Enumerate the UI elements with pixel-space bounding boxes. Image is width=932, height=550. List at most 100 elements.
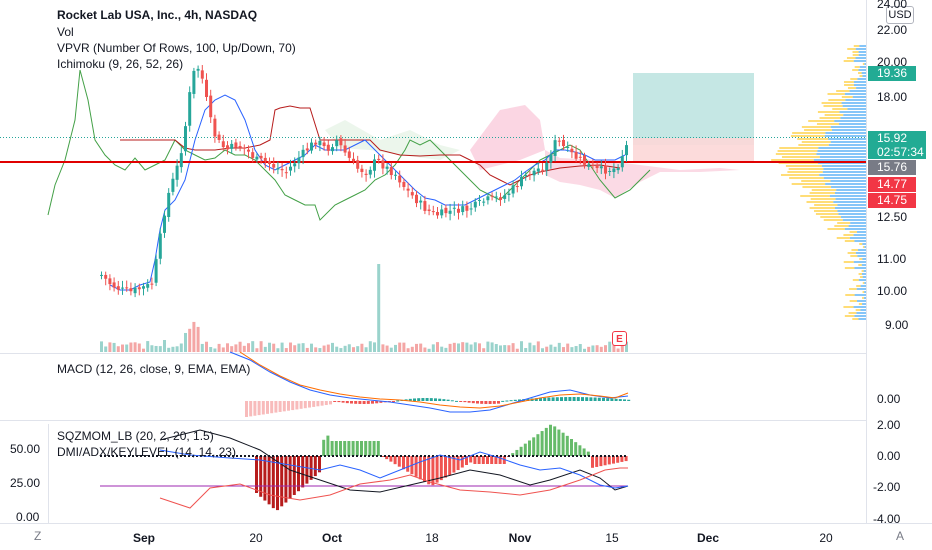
volume-bar xyxy=(389,347,393,352)
candle xyxy=(587,164,591,167)
vpvr-down-bar xyxy=(801,126,831,128)
candle xyxy=(150,283,154,285)
dmi-legend[interactable]: DMI/ADX/KEYLEVEL (14, 14, 23) xyxy=(57,445,236,459)
sqz-legend[interactable]: SQZMOM_LB (20, 2, 20, 1.5) xyxy=(57,429,214,443)
vpvr-down-bar xyxy=(862,246,865,248)
candle xyxy=(511,185,515,194)
vpvr-legend[interactable]: VPVR (Number Of Rows, 100, Up/Down, 70) xyxy=(57,41,296,55)
vpvr-down-bar xyxy=(843,261,854,263)
vpvr-down-bar xyxy=(844,267,855,269)
vpvr-down-bar xyxy=(832,108,848,110)
macd-bar xyxy=(434,398,437,401)
sqz-bar xyxy=(326,435,330,456)
volume-bar xyxy=(549,344,553,352)
volume-bar xyxy=(163,340,166,352)
candle xyxy=(188,92,192,126)
vpvr-up-bar xyxy=(838,213,866,215)
volume-bar xyxy=(213,348,217,352)
volume-bar xyxy=(482,348,486,352)
sqz-bar xyxy=(473,456,477,464)
candle xyxy=(255,156,259,160)
vpvr-down-bar xyxy=(801,141,831,143)
macd-bar xyxy=(555,397,559,401)
vpvr-down-bar xyxy=(847,252,856,254)
candle xyxy=(352,158,355,162)
macd-bar xyxy=(299,401,303,409)
candle xyxy=(238,145,242,148)
candle xyxy=(482,201,486,203)
auto-scale-button[interactable]: A xyxy=(896,529,905,543)
vpvr-down-bar xyxy=(862,297,864,299)
candle xyxy=(385,166,389,169)
volume-bar xyxy=(608,341,612,352)
sqz-bar xyxy=(557,429,561,456)
macd-bar xyxy=(392,401,395,402)
volume-bar xyxy=(356,346,360,352)
vpvr-up-bar xyxy=(857,78,866,80)
volume-bar xyxy=(293,345,297,352)
macd-legend[interactable]: MACD (12, 26, close, 9, EMA, EMA) xyxy=(57,362,251,376)
macd-bar xyxy=(614,398,618,401)
macd-bar xyxy=(295,401,299,410)
zoom-button[interactable]: Z xyxy=(34,529,42,543)
volume-bar xyxy=(196,326,200,352)
sqz-bar xyxy=(574,442,578,456)
vpvr-up-bar xyxy=(819,156,866,158)
candle xyxy=(595,165,599,169)
volume-bar xyxy=(154,345,158,352)
candle xyxy=(137,287,141,290)
volume-bar xyxy=(234,344,238,352)
volume-bar xyxy=(301,343,305,352)
vpvr-down-bar xyxy=(785,165,822,167)
sqz-bar xyxy=(292,456,296,495)
candle xyxy=(469,208,473,210)
candle xyxy=(276,168,280,170)
candles xyxy=(100,65,628,298)
candle xyxy=(268,160,271,165)
volume-bar xyxy=(158,346,162,352)
sqz-bar xyxy=(578,445,582,456)
macd-bar xyxy=(429,398,433,401)
volume-bar xyxy=(205,341,208,352)
volume-bar xyxy=(553,346,557,352)
candle xyxy=(356,160,360,169)
candle xyxy=(339,138,343,146)
candle xyxy=(436,211,439,216)
volume-bar xyxy=(360,343,364,352)
candle xyxy=(394,174,397,176)
vpvr-profile xyxy=(771,45,866,320)
candle xyxy=(402,181,406,187)
volume-bar xyxy=(200,343,204,352)
candle xyxy=(520,176,523,187)
candle xyxy=(347,151,351,158)
sqz-bar xyxy=(255,456,258,493)
macd-bar xyxy=(585,397,589,401)
vpvr-down-bar xyxy=(843,306,854,308)
ichimoku-legend[interactable]: Ichimoku (9, 26, 52, 26) xyxy=(57,57,184,71)
candle xyxy=(163,215,166,233)
vol-legend[interactable]: Vol xyxy=(57,25,74,39)
volume-bar xyxy=(280,342,284,352)
earnings-badge[interactable]: E xyxy=(612,331,627,346)
vpvr-up-bar xyxy=(855,48,866,50)
sqz-bar xyxy=(322,439,326,456)
volume-bar xyxy=(171,346,175,352)
vpvr-up-bar xyxy=(861,72,866,74)
vpvr-up-bar xyxy=(857,249,866,251)
candle xyxy=(620,156,624,168)
symbol-title[interactable]: Rocket Lab USA, Inc., 4h, NASDAQ xyxy=(57,8,258,22)
sqz-tick: 0.00 xyxy=(877,449,901,463)
volume-bar xyxy=(398,342,402,352)
vpvr-up-bar xyxy=(836,189,866,191)
volume-bar xyxy=(242,345,246,352)
macd-bar xyxy=(413,398,416,401)
currency-button[interactable]: USD xyxy=(886,6,914,24)
sqz-tick: -2.00 xyxy=(873,480,901,494)
volume-bar xyxy=(343,345,347,352)
sqz-bar xyxy=(297,456,300,492)
vpvr-down-bar xyxy=(819,117,841,119)
sqz-bar xyxy=(271,456,275,509)
di-plus-line xyxy=(159,449,629,489)
volume-bar xyxy=(116,346,120,352)
